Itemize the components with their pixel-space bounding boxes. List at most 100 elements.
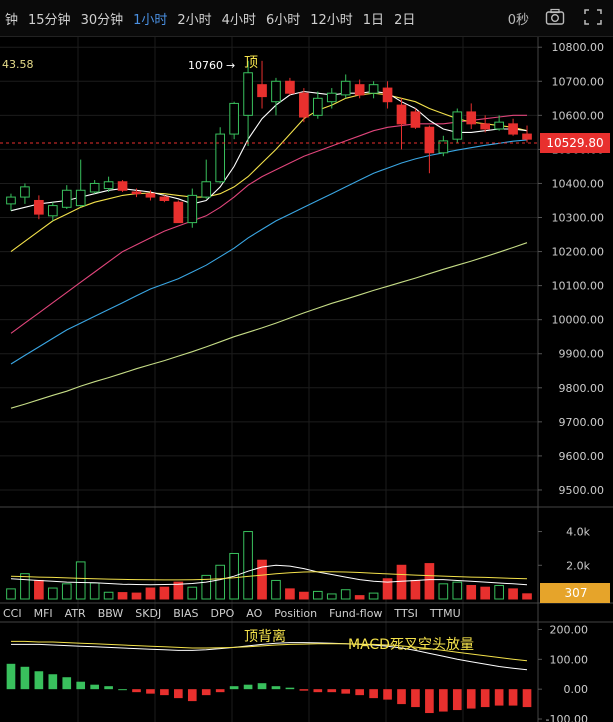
timeframe-9[interactable]: 2日 — [394, 12, 416, 28]
macd-histogram-bar — [104, 686, 113, 690]
candle-body — [131, 191, 142, 195]
candle — [285, 77, 295, 95]
candle — [466, 103, 477, 129]
indicator-tab-cci[interactable]: CCI — [3, 607, 22, 620]
timeframe-6[interactable]: 6小时 — [265, 12, 301, 28]
candle — [494, 115, 504, 131]
macd-histogram-bar — [146, 689, 155, 694]
volume-bar — [187, 586, 198, 600]
candle — [340, 74, 351, 99]
volume-bar — [89, 582, 100, 600]
indicator-tab-ttsi[interactable]: TTSI — [393, 607, 417, 620]
indicator-tab-fund-flow[interactable]: Fund-flow — [329, 607, 382, 620]
candle-body — [173, 201, 184, 224]
volume-bar — [6, 588, 16, 600]
timeframe-7[interactable]: 12小时 — [310, 12, 353, 28]
volume-bar — [508, 588, 518, 600]
volume-bar — [466, 585, 477, 600]
candle — [312, 91, 323, 119]
candle-body — [20, 186, 30, 198]
price-tick-label: 10000.00 — [552, 314, 605, 327]
candle-body — [438, 140, 449, 154]
indicator-tab-bias[interactable]: BIAS — [173, 607, 198, 620]
price-tick-label: 10200.00 — [552, 246, 605, 259]
macd-histogram-bar — [480, 689, 490, 708]
timeframe-4[interactable]: 2小时 — [177, 12, 212, 28]
volume-bar — [396, 564, 407, 600]
candle-body — [6, 196, 16, 205]
macd-histogram-bar — [494, 689, 504, 706]
volume-bar — [382, 578, 393, 600]
macd-histogram-bar — [452, 689, 462, 711]
candle — [299, 88, 309, 123]
volume-bar — [145, 587, 156, 600]
volume-bar — [20, 573, 30, 600]
macd-histogram-bar — [285, 687, 295, 690]
indicator-tab-mfi[interactable]: MFI — [34, 607, 53, 620]
candle — [452, 108, 463, 143]
current-price-text: 10529.80 — [546, 136, 603, 150]
candle — [522, 125, 532, 143]
indicator-tab-atr[interactable]: ATR — [65, 607, 86, 620]
indicator-tab-position[interactable]: Position — [274, 607, 317, 620]
candle — [368, 81, 379, 99]
timeframe-5[interactable]: 4小时 — [221, 12, 256, 28]
candle — [215, 127, 226, 184]
candle-body — [480, 123, 491, 130]
macd-histogram-bar — [313, 689, 323, 693]
price-tick-label: 9800.00 — [559, 382, 605, 395]
timeframe-8[interactable]: 1日 — [362, 12, 385, 28]
price-tick-label: 10700.00 — [552, 75, 605, 88]
candle — [20, 183, 30, 204]
volume-badge: 307 — [540, 583, 610, 603]
candle — [47, 202, 58, 221]
candle — [201, 159, 212, 199]
volume-bar — [494, 585, 504, 600]
current-price-badge: 10529.80 — [540, 133, 610, 153]
candle-body — [243, 72, 253, 116]
price-badge-bg — [540, 133, 610, 153]
timeframe-1[interactable]: 15分钟 — [28, 12, 71, 28]
timeframe-0[interactable]: 钟 — [5, 12, 19, 28]
candle — [6, 193, 16, 211]
volume-bar — [75, 561, 86, 600]
candle-body — [382, 87, 393, 103]
candle-body — [508, 123, 518, 135]
volume-bar — [243, 531, 253, 600]
macd-histogram-bar — [355, 689, 364, 696]
price-tick-label: 9600.00 — [559, 450, 605, 463]
macd-histogram-bar — [369, 689, 378, 699]
candlesticks — [6, 60, 532, 228]
macd-tick-label: 100.00 — [550, 653, 589, 666]
fullscreen-icon[interactable] — [583, 8, 603, 26]
top-divergence-annotation: 顶背离 — [244, 628, 286, 645]
candle-body — [215, 133, 226, 183]
indicator-tab-ao[interactable]: AO — [246, 607, 262, 620]
macd-tick-label: 200.00 — [550, 623, 589, 636]
candle-body — [424, 126, 435, 154]
peak-price-label: 10760 — [188, 59, 223, 72]
candle — [271, 77, 281, 116]
indicator-tab-ttmu[interactable]: TTMU — [429, 607, 461, 620]
timeframe-3[interactable]: 1小时 — [133, 12, 168, 28]
macd-histogram-bar — [118, 689, 127, 691]
camera-icon[interactable] — [545, 8, 565, 26]
vol-ma2-line — [10, 571, 528, 581]
macd-histogram-bar — [257, 683, 267, 690]
candle-body — [34, 199, 44, 215]
candle — [257, 60, 267, 109]
volume-bar — [257, 559, 267, 600]
candle — [103, 176, 114, 192]
candle-body — [89, 182, 100, 193]
volume-bar — [438, 583, 449, 600]
candle — [243, 60, 253, 146]
volume-bar — [340, 589, 351, 600]
macd-histogram-bar — [174, 689, 183, 699]
indicator-tab-skdj[interactable]: SKDJ — [135, 607, 161, 620]
indicator-tab-dpo[interactable]: DPO — [211, 607, 235, 620]
candle-body — [145, 193, 156, 198]
indicator-tab-bbw[interactable]: BBW — [98, 607, 124, 620]
timeframe-2[interactable]: 30分钟 — [80, 12, 124, 28]
macd-histogram-bar — [20, 666, 30, 690]
volume-bar — [201, 574, 212, 600]
